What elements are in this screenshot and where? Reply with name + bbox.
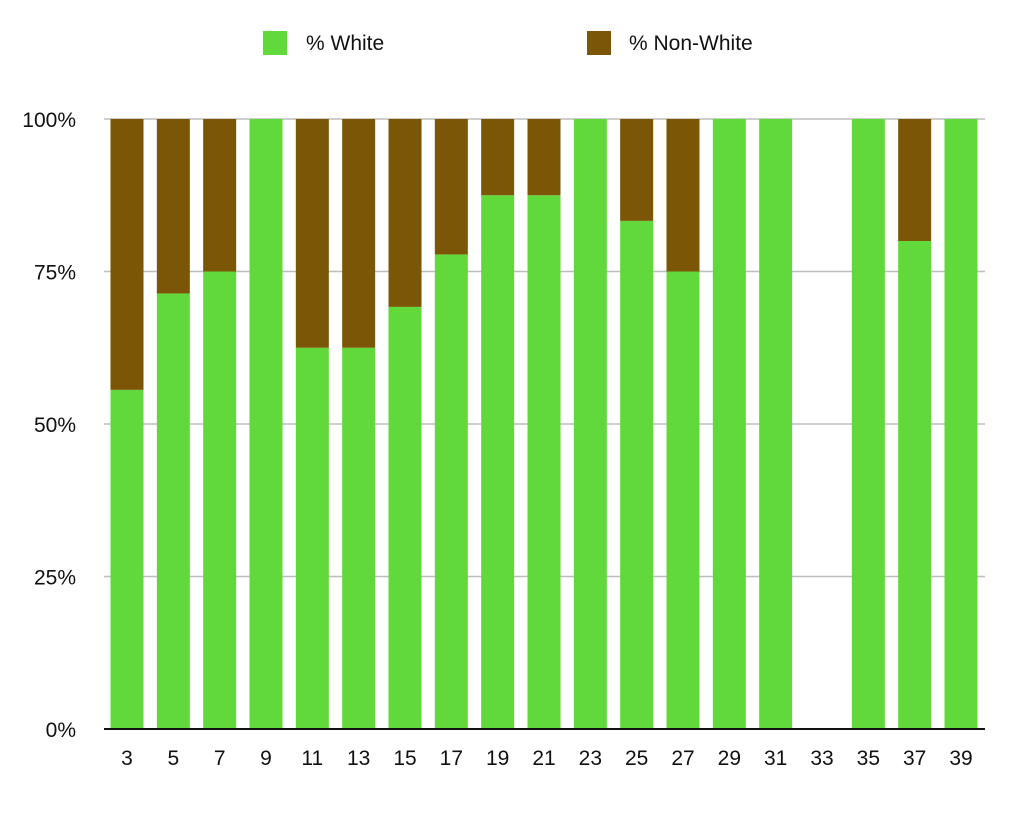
x-tick-label: 19: [486, 747, 509, 770]
bar-non-white-19: [481, 119, 515, 196]
legend-label-white: % White: [306, 32, 384, 55]
x-tick-label: 13: [347, 747, 370, 770]
bar-white-21: [527, 195, 561, 729]
bar-white-39: [944, 119, 978, 729]
bar-non-white-11: [295, 119, 329, 348]
x-tick-label: 31: [764, 747, 787, 770]
bar-white-29: [712, 119, 746, 729]
legend-swatch-white: [263, 31, 287, 55]
x-tick-label: 25: [625, 747, 648, 770]
bar-white-37: [898, 241, 932, 729]
x-tick-label: 11: [301, 747, 323, 770]
x-tick-label: 23: [579, 747, 602, 770]
bar-white-17: [434, 254, 468, 730]
bar-non-white-17: [434, 119, 468, 255]
bar-white-31: [759, 119, 793, 729]
bar-non-white-3: [110, 119, 144, 390]
x-tick-label: 33: [810, 747, 833, 770]
bar-non-white-7: [203, 119, 237, 272]
bar-white-15: [388, 306, 422, 729]
bar-white-13: [342, 347, 376, 729]
x-tick-label: 37: [903, 747, 926, 770]
bar-non-white-15: [388, 119, 422, 307]
x-tick-label: 21: [532, 747, 555, 770]
x-tick-label: 39: [949, 747, 972, 770]
bar-white-23: [573, 119, 607, 729]
x-tick-label: 27: [671, 747, 694, 770]
y-tick-label: 0%: [46, 719, 76, 742]
x-tick-label: 3: [121, 747, 133, 770]
bar-white-19: [481, 195, 515, 729]
x-tick-label: 35: [857, 747, 880, 770]
x-tick-label: 15: [393, 747, 416, 770]
bar-white-9: [249, 119, 283, 729]
bar-non-white-5: [156, 119, 190, 294]
y-tick-label: 50%: [34, 414, 76, 437]
y-axis-tick-labels: 0% 25% 50% 75% 100%: [22, 109, 76, 742]
bar-white-11: [295, 347, 329, 729]
bar-non-white-27: [666, 119, 700, 272]
bar-white-5: [156, 293, 190, 729]
bars: [110, 119, 978, 730]
y-tick-label: 100%: [22, 109, 76, 132]
legend-swatch-non-white: [587, 31, 611, 55]
bar-white-7: [203, 271, 237, 729]
x-tick-label: 17: [440, 747, 463, 770]
bar-non-white-13: [342, 119, 376, 348]
bar-non-white-21: [527, 119, 561, 196]
x-axis-tick-labels: 3 5 7 9 11 13 15 17 19 21 23 25 27 29 31 33 35 37 39: [121, 747, 973, 770]
x-tick-label: 9: [260, 747, 272, 770]
x-tick-label: 7: [214, 747, 226, 770]
bar-white-25: [620, 220, 654, 729]
bar-white-3: [110, 389, 144, 729]
x-tick-label: 29: [718, 747, 741, 770]
x-tick-label: 5: [167, 747, 179, 770]
bar-non-white-25: [620, 119, 654, 221]
legend: % White % Non-White: [263, 31, 753, 55]
bar-white-27: [666, 271, 700, 729]
y-tick-label: 75%: [34, 262, 76, 285]
bar-white-35: [851, 119, 885, 729]
legend-label-non-white: % Non-White: [629, 32, 753, 55]
y-tick-label: 25%: [34, 567, 76, 590]
bar-non-white-37: [898, 119, 932, 241]
